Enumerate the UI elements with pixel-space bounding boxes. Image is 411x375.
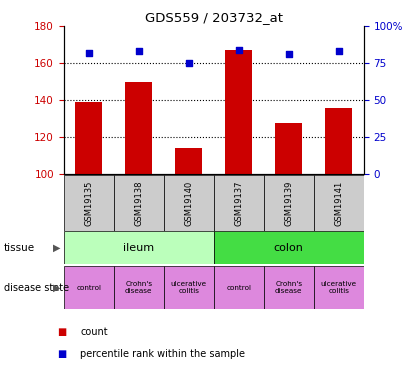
Bar (225, 50, 252, 174)
Bar (114, 266, 164, 309)
Bar (314, 175, 364, 231)
Bar (264, 175, 314, 231)
Text: GSM19140: GSM19140 (184, 180, 193, 225)
Text: disease state: disease state (4, 283, 69, 293)
Point (85, 50, 92, 56)
Point (286, 51, 292, 57)
Bar (275, 123, 302, 174)
Text: ulcerative
colitis: ulcerative colitis (321, 281, 357, 294)
Text: ulcerative
colitis: ulcerative colitis (171, 281, 207, 294)
Text: Crohn's
disease: Crohn's disease (125, 281, 152, 294)
Title: GDS559 / 203732_at: GDS559 / 203732_at (145, 11, 283, 24)
Point (335, 48, 342, 54)
Text: ileum: ileum (123, 243, 154, 253)
Bar (125, 82, 152, 174)
Bar (64, 266, 114, 309)
Text: GSM19139: GSM19139 (284, 180, 293, 226)
Point (185, 60, 192, 66)
Text: ▶: ▶ (53, 243, 61, 253)
Text: ▶: ▶ (53, 283, 61, 293)
Text: count: count (80, 327, 108, 337)
Bar (114, 175, 164, 231)
Bar (314, 266, 364, 309)
Text: GSM19141: GSM19141 (334, 180, 343, 225)
Text: control: control (226, 285, 251, 291)
Text: tissue: tissue (4, 243, 35, 253)
Point (136, 48, 142, 54)
Bar (164, 266, 214, 309)
Text: GSM19137: GSM19137 (234, 180, 243, 226)
Text: GSM19135: GSM19135 (84, 180, 93, 226)
Bar (214, 175, 264, 231)
Bar (214, 266, 264, 309)
Text: Crohn's
disease: Crohn's disease (275, 281, 302, 294)
Text: colon: colon (274, 243, 304, 253)
Bar (264, 266, 314, 309)
Text: ■: ■ (58, 350, 67, 359)
Text: control: control (76, 285, 101, 291)
Bar (164, 175, 214, 231)
Bar (175, 148, 203, 174)
Bar (325, 108, 353, 174)
Text: percentile rank within the sample: percentile rank within the sample (80, 350, 245, 359)
Bar (214, 231, 364, 264)
Bar (75, 102, 102, 174)
Bar (64, 175, 114, 231)
Text: GSM19138: GSM19138 (134, 180, 143, 226)
Text: ■: ■ (58, 327, 67, 337)
Bar (64, 231, 214, 264)
Point (236, 47, 242, 53)
